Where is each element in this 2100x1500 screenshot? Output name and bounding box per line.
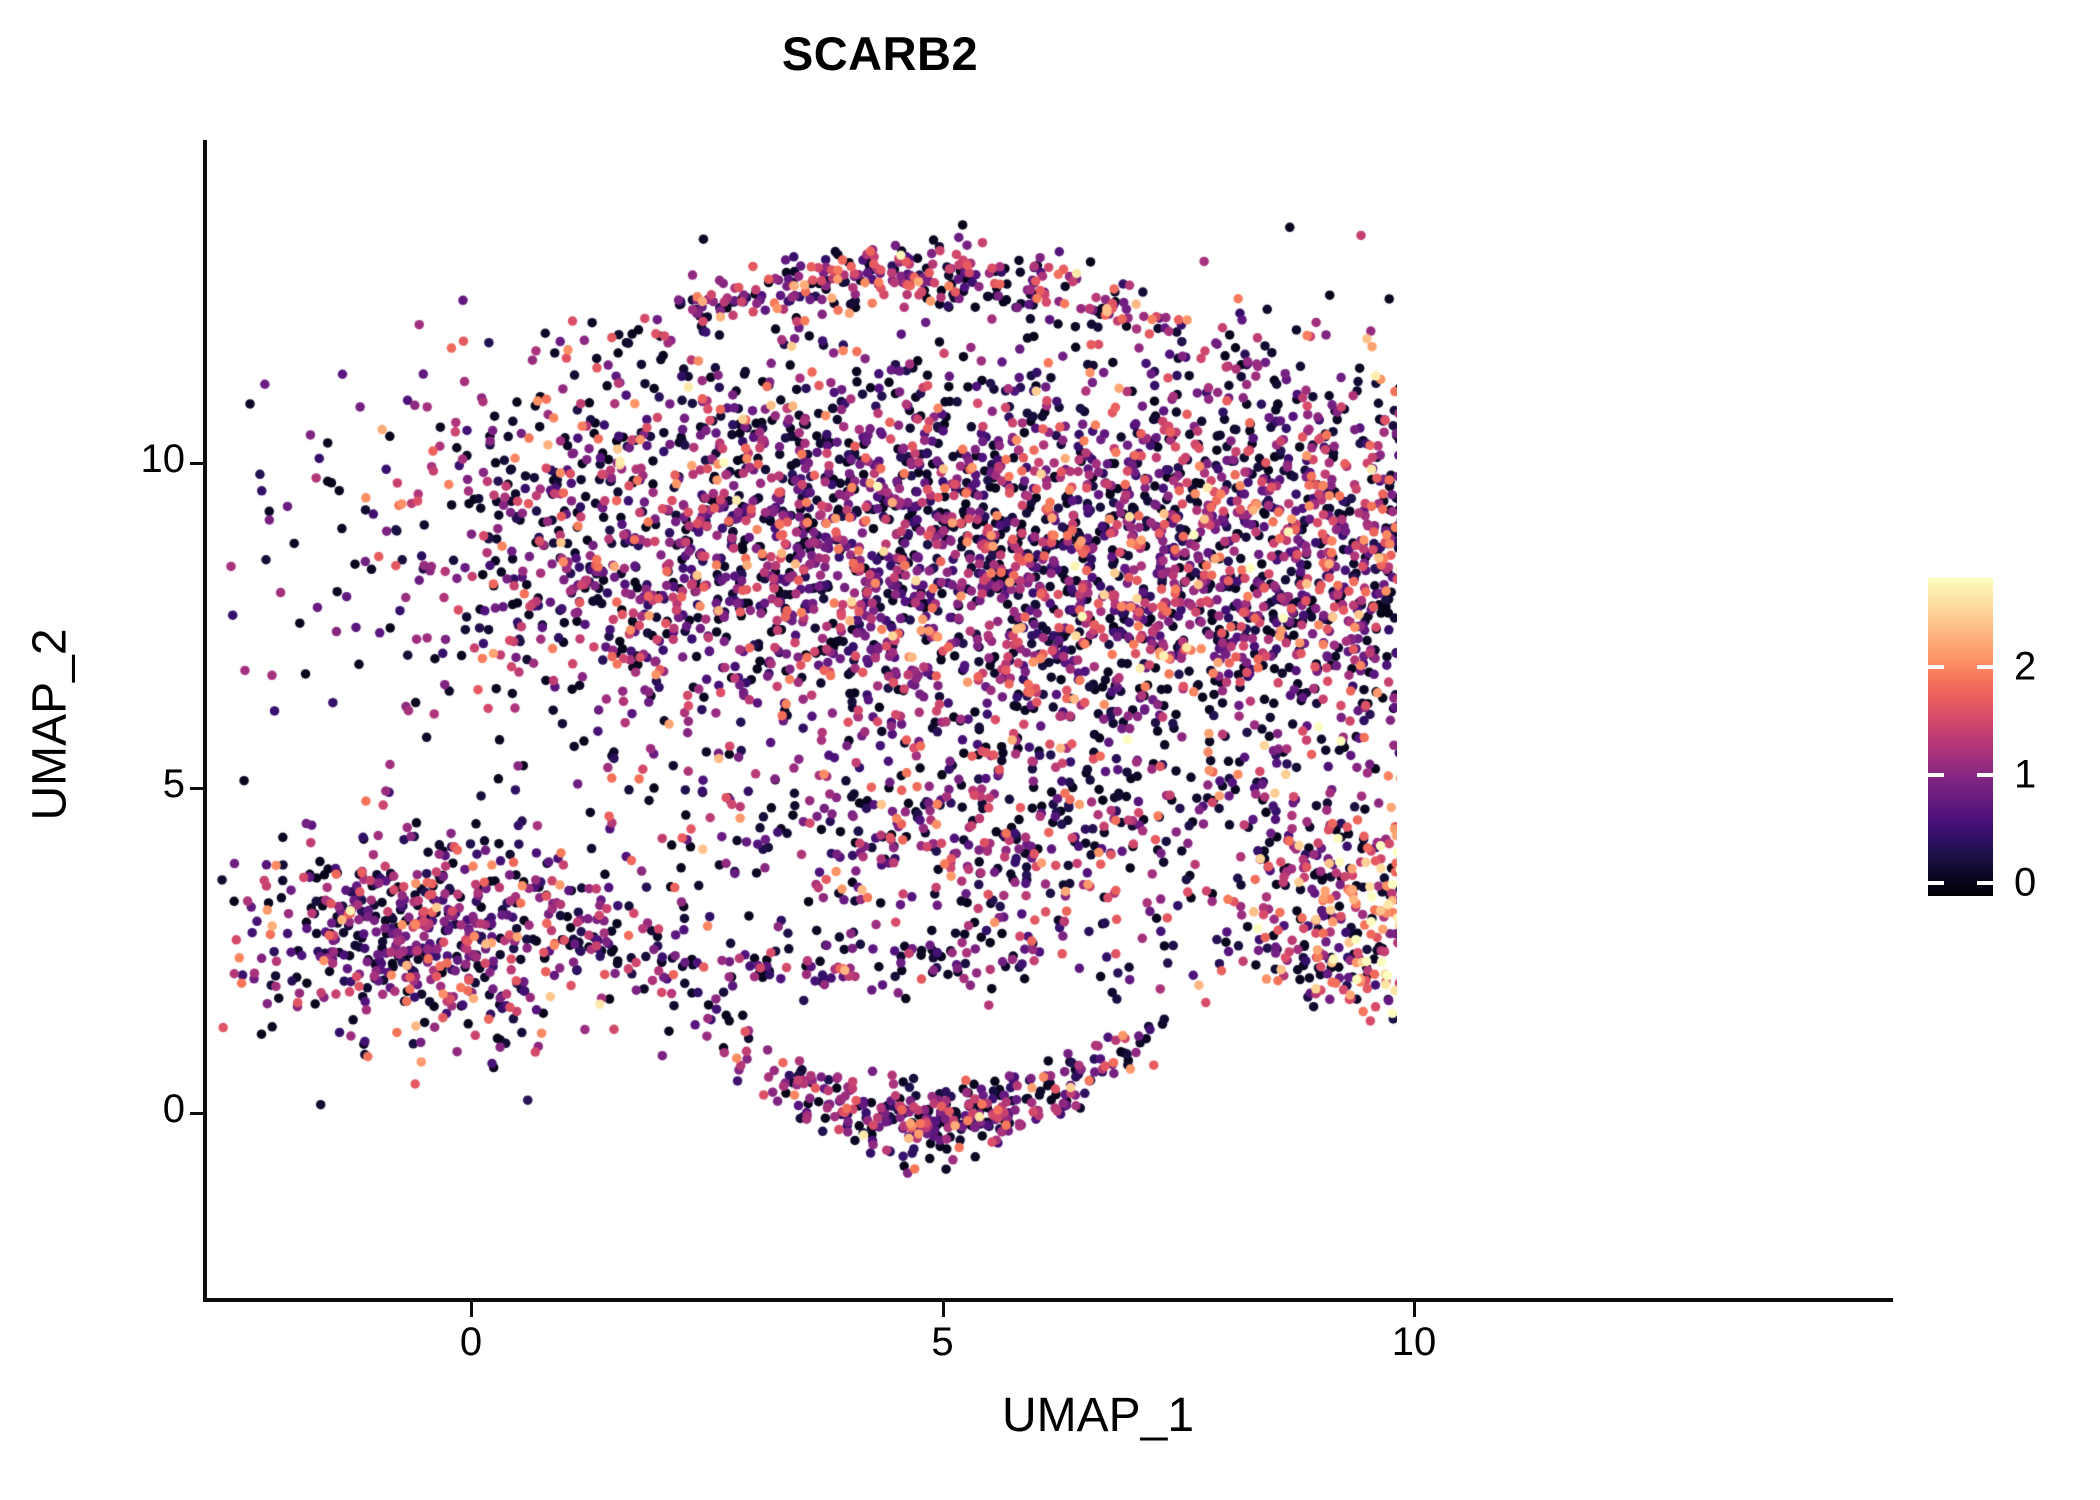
colorbar-tick — [1928, 881, 1944, 886]
x-axis-tick-label: 10 — [1391, 1320, 1437, 1364]
y-axis-tick — [190, 462, 204, 465]
colorbar-tick-label: 1 — [2014, 752, 2037, 797]
x-axis-line — [203, 1298, 1893, 1302]
y-axis-tick-label: 5 — [162, 762, 185, 806]
colorbar-tick — [1977, 772, 1993, 777]
x-axis-tick-label: 0 — [459, 1320, 483, 1364]
y-axis-tick — [190, 787, 204, 790]
x-axis-title: UMAP_1 — [1001, 1389, 1195, 1442]
colorbar-gradient — [1928, 578, 1993, 896]
colorbar-tick — [1977, 881, 1993, 886]
y-axis-title: UMAP_2 — [23, 628, 77, 821]
y-axis-tick — [190, 1112, 204, 1115]
page-title: SCARB2 — [781, 27, 979, 80]
x-axis-tick — [1413, 1302, 1416, 1317]
y-axis-tick-label: 10 — [140, 437, 186, 481]
y-axis-line — [203, 140, 207, 1302]
scatter-points-layer — [206, 140, 1397, 1301]
colorbar-tick-label: 2 — [2014, 644, 2037, 689]
colorbar-tick — [1928, 664, 1944, 669]
colorbar-tick — [1977, 664, 1993, 669]
x-axis-tick — [941, 1302, 945, 1317]
colorbar-tick — [1928, 772, 1944, 777]
x-axis-tick-label: 5 — [931, 1320, 954, 1364]
scatter-plot-panel — [206, 140, 1397, 1301]
y-axis-tick-label: 0 — [162, 1087, 185, 1131]
x-axis-tick — [470, 1302, 473, 1317]
colorbar-tick-label: 0 — [2014, 860, 2037, 905]
